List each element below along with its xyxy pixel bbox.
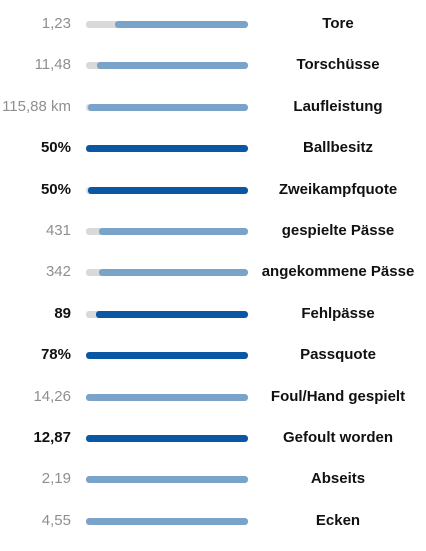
stat-bar-fill <box>87 186 248 194</box>
stat-value: 2,19 <box>41 470 71 488</box>
stat-value: 342 <box>45 263 71 281</box>
stat-bar-fill <box>98 269 248 277</box>
stat-bar-track <box>86 517 248 525</box>
stat-row-ecken: 4,55 Ecken <box>0 509 426 533</box>
stat-bar-track <box>86 186 248 194</box>
stat-row-angekommene-paesse: 342 angekommene Pässe <box>0 260 426 284</box>
stat-value: 50% <box>40 180 71 198</box>
stat-row-torschuesse: 11,48 Torschüsse <box>0 53 426 77</box>
stat-row-fehlpaesse: 89 Fehlpässe <box>0 302 426 326</box>
stat-bar-fill <box>97 62 248 70</box>
stat-row-gespielte-paesse: 431 gespielte Pässe <box>0 219 426 243</box>
stat-row-foul-hand-gespielt: 14,26 Foul/Hand gespielt <box>0 385 426 409</box>
stat-value: 1,23 <box>41 15 71 32</box>
stat-label: gespielte Pässe <box>281 222 395 239</box>
stat-bar-fill <box>115 21 248 28</box>
stat-label: Abseits <box>310 470 366 488</box>
stat-bar-fill <box>98 228 248 235</box>
stat-label: Laufleistung <box>293 97 383 115</box>
stat-row-abseits: 2,19 Abseits <box>0 467 426 491</box>
stat-bar-fill <box>86 352 248 360</box>
stat-bar-track <box>86 269 248 277</box>
stat-bar-fill <box>87 103 248 111</box>
stat-label: Passquote <box>300 346 376 364</box>
stat-label: Fehlpässe <box>301 304 375 322</box>
stat-bar-track <box>86 62 248 70</box>
stat-row-ballbesitz: 50% Ballbesitz <box>0 136 426 160</box>
stat-bar-track <box>86 476 248 484</box>
stat-bar-track <box>86 435 248 442</box>
stat-bar-track <box>86 145 248 153</box>
stat-bar-track <box>86 21 248 28</box>
stat-bar-fill <box>86 435 248 442</box>
stat-bar-fill <box>86 145 248 153</box>
stat-value: 78% <box>40 346 71 364</box>
stat-label: Foul/Hand gespielt <box>270 387 406 405</box>
stat-value: 11,48 <box>34 56 71 74</box>
stat-value: 14,26 <box>33 387 71 405</box>
stat-row-gefoult-worden: 12,87 Gefoult worden <box>0 426 426 450</box>
stat-value: 12,87 <box>33 429 71 446</box>
stat-bar-fill <box>86 517 248 525</box>
stat-bar-track <box>86 228 248 235</box>
stat-bar-fill <box>86 393 248 401</box>
stat-label: Gefoult worden <box>283 429 393 446</box>
stat-value: 4,55 <box>41 511 71 529</box>
stat-bar-track <box>86 393 248 401</box>
stat-bar-track <box>86 310 248 318</box>
stat-value: 50% <box>40 139 71 157</box>
stat-bar-track <box>86 352 248 360</box>
stat-value: 431 <box>45 222 71 239</box>
stat-value: 89 <box>54 304 71 322</box>
stat-label: Ballbesitz <box>302 139 374 157</box>
stat-label: Ecken <box>315 511 361 529</box>
stat-row-tore: 1,23 Tore <box>0 12 426 36</box>
stat-bar-track <box>86 103 248 111</box>
stat-row-laufleistung: 115,88 km Laufleistung <box>0 95 426 119</box>
stat-label: angekommene Pässe <box>261 263 415 281</box>
stat-label: Torschüsse <box>296 56 380 74</box>
stat-value: 115,88 km <box>2 97 71 115</box>
stat-bar-fill <box>86 476 248 484</box>
stat-label: Tore <box>322 15 354 32</box>
stat-row-zweikampfquote: 50% Zweikampfquote <box>0 178 426 202</box>
stat-label: Zweikampfquote <box>278 180 398 198</box>
stat-row-passquote: 78% Passquote <box>0 343 426 367</box>
stat-bar-fill <box>95 310 248 318</box>
